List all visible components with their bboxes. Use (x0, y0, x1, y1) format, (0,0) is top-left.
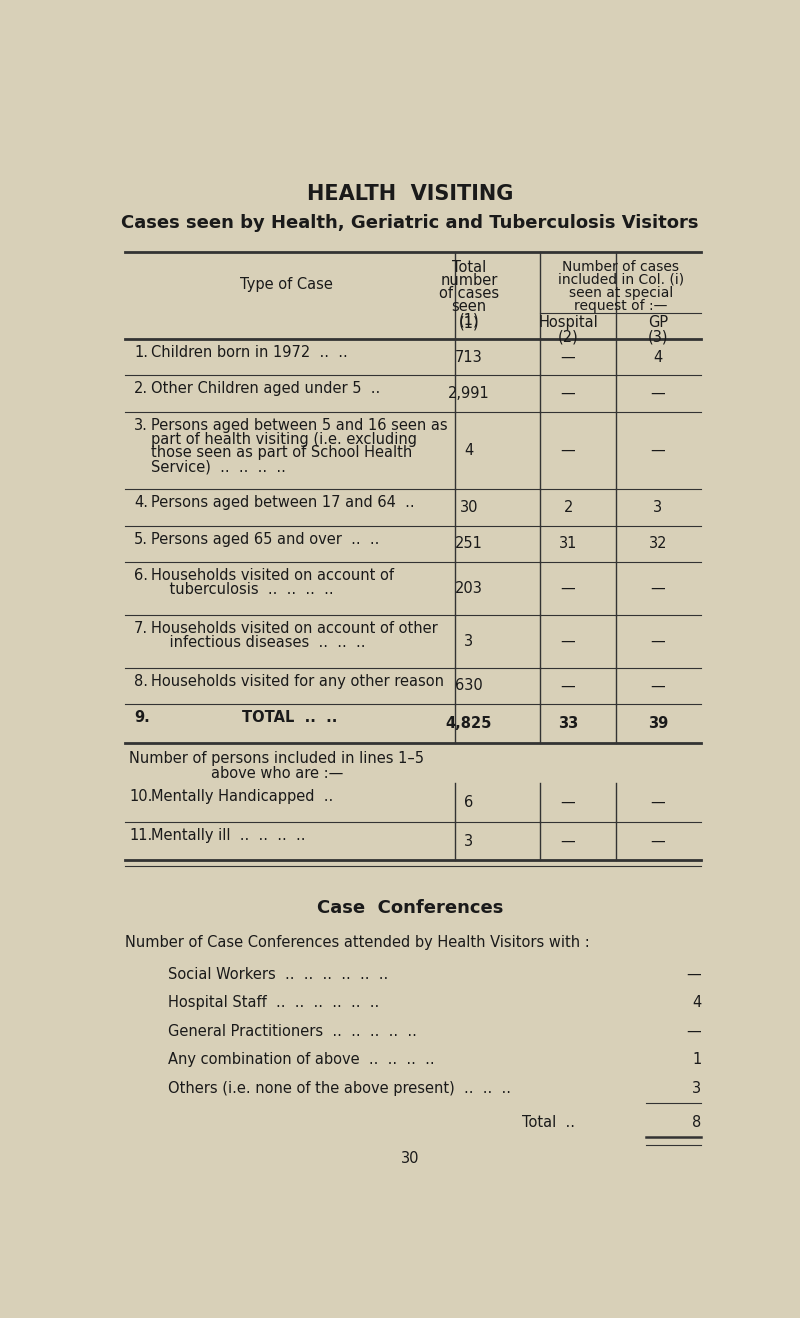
Text: 251: 251 (455, 536, 483, 551)
Text: (3): (3) (648, 330, 668, 345)
Text: 8.: 8. (134, 673, 148, 689)
Text: 3.: 3. (134, 418, 148, 434)
Text: Households visited on account of: Households visited on account of (151, 568, 394, 583)
Text: 6: 6 (464, 795, 474, 811)
Text: 630: 630 (455, 679, 482, 693)
Text: (1): (1) (458, 312, 479, 327)
Text: Households visited on account of other: Households visited on account of other (151, 621, 438, 637)
Text: Persons aged 65 and over  ..  ..: Persons aged 65 and over .. .. (151, 531, 379, 547)
Text: (2): (2) (558, 330, 578, 345)
Text: —: — (650, 795, 666, 811)
Text: 10.: 10. (129, 789, 153, 804)
Text: tuberculosis  ..  ..  ..  ..: tuberculosis .. .. .. .. (151, 581, 334, 597)
Text: 4: 4 (654, 349, 662, 365)
Text: part of health visiting (i.e. excluding: part of health visiting (i.e. excluding (151, 432, 417, 447)
Text: 4: 4 (692, 995, 702, 1011)
Text: 7.: 7. (134, 621, 148, 637)
Text: 4,825: 4,825 (446, 716, 492, 731)
Text: 4: 4 (464, 443, 474, 457)
Text: above who are :—: above who are :— (210, 766, 343, 782)
Text: 2,991: 2,991 (448, 386, 490, 401)
Text: 1: 1 (692, 1052, 702, 1068)
Text: TOTAL  ..  ..: TOTAL .. .. (242, 710, 338, 725)
Text: (1): (1) (458, 315, 479, 331)
Text: Persons aged between 5 and 16 seen as: Persons aged between 5 and 16 seen as (151, 418, 447, 434)
Text: Total: Total (452, 260, 486, 274)
Text: Hospital Staff  ..  ..  ..  ..  ..  ..: Hospital Staff .. .. .. .. .. .. (168, 995, 379, 1011)
Text: Service)  ..  ..  ..  ..: Service) .. .. .. .. (151, 459, 286, 474)
Text: —: — (561, 581, 575, 596)
Text: —: — (561, 349, 575, 365)
Text: —: — (650, 834, 666, 849)
Text: 32: 32 (649, 536, 667, 551)
Text: Mentally Handicapped  ..: Mentally Handicapped .. (151, 789, 333, 804)
Text: seen: seen (451, 299, 486, 314)
Text: HEALTH  VISITING: HEALTH VISITING (307, 183, 513, 203)
Text: 203: 203 (455, 581, 483, 596)
Text: 39: 39 (648, 716, 668, 731)
Text: Households visited for any other reason: Households visited for any other reason (151, 673, 444, 689)
Text: Number of Case Conferences attended by Health Visitors with :: Number of Case Conferences attended by H… (125, 934, 590, 949)
Text: 30: 30 (401, 1151, 419, 1165)
Text: 11.: 11. (129, 828, 152, 844)
Text: number: number (440, 273, 498, 287)
Text: Any combination of above  ..  ..  ..  ..: Any combination of above .. .. .. .. (168, 1052, 435, 1068)
Text: seen at special: seen at special (569, 286, 673, 301)
Text: Other Children aged under 5  ..: Other Children aged under 5 .. (151, 381, 380, 397)
Text: included in Col. (i): included in Col. (i) (558, 273, 684, 287)
Text: —: — (561, 834, 575, 849)
Text: —: — (561, 443, 575, 457)
Text: —: — (650, 386, 666, 401)
Text: —: — (650, 679, 666, 693)
Text: Social Workers  ..  ..  ..  ..  ..  ..: Social Workers .. .. .. .. .. .. (168, 967, 389, 982)
Text: request of :—: request of :— (574, 299, 667, 314)
Text: 2.: 2. (134, 381, 148, 397)
Text: 3: 3 (464, 834, 474, 849)
Text: GP: GP (648, 315, 668, 331)
Text: Others (i.e. none of the above present)  ..  ..  ..: Others (i.e. none of the above present) … (168, 1081, 511, 1095)
Text: —: — (650, 634, 666, 648)
Text: of cases: of cases (439, 286, 499, 301)
Text: Case  Conferences: Case Conferences (317, 899, 503, 917)
Text: 713: 713 (455, 349, 482, 365)
Text: 3: 3 (692, 1081, 702, 1095)
Text: General Practitioners  ..  ..  ..  ..  ..: General Practitioners .. .. .. .. .. (168, 1024, 417, 1039)
Text: —: — (686, 1024, 702, 1039)
Text: 3: 3 (464, 634, 474, 648)
Text: Children born in 1972  ..  ..: Children born in 1972 .. .. (151, 345, 347, 360)
Text: —: — (686, 967, 702, 982)
Text: Cases seen by Health, Geriatric and Tuberculosis Visitors: Cases seen by Health, Geriatric and Tube… (122, 214, 698, 232)
Text: Number of persons included in lines 1–5: Number of persons included in lines 1–5 (129, 751, 424, 766)
Text: —: — (650, 443, 666, 457)
Text: 31: 31 (559, 536, 578, 551)
Text: 8: 8 (692, 1115, 702, 1130)
Text: 33: 33 (558, 716, 578, 731)
Text: Mentally ill  ..  ..  ..  ..: Mentally ill .. .. .. .. (151, 828, 306, 844)
Text: —: — (561, 386, 575, 401)
Text: Persons aged between 17 and 64  ..: Persons aged between 17 and 64 .. (151, 496, 414, 510)
Text: 2: 2 (563, 500, 573, 515)
Text: Number of cases: Number of cases (562, 260, 679, 274)
Text: —: — (561, 795, 575, 811)
Text: 3: 3 (654, 500, 662, 515)
Text: those seen as part of School Health: those seen as part of School Health (151, 445, 412, 460)
Text: —: — (561, 679, 575, 693)
Text: 6.: 6. (134, 568, 148, 583)
Text: 4.: 4. (134, 496, 148, 510)
Text: Type of Case: Type of Case (239, 277, 333, 291)
Text: 5.: 5. (134, 531, 148, 547)
Text: Hospital: Hospital (538, 315, 598, 331)
Text: infectious diseases  ..  ..  ..: infectious diseases .. .. .. (151, 635, 366, 650)
Text: 9.: 9. (134, 710, 150, 725)
Text: 1.: 1. (134, 345, 148, 360)
Text: Total  ..: Total .. (522, 1115, 574, 1130)
Text: 30: 30 (460, 500, 478, 515)
Text: —: — (561, 634, 575, 648)
Text: —: — (650, 581, 666, 596)
